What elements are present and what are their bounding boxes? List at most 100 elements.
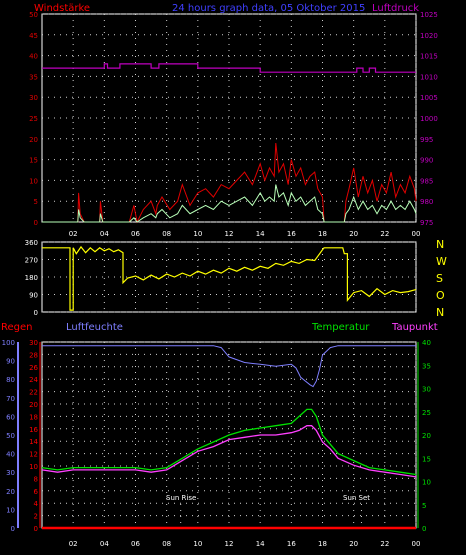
humidity-tick-label: 70 xyxy=(6,395,15,403)
wind-axis-title: Windstärke xyxy=(34,3,90,14)
compass-w: W xyxy=(436,255,447,268)
pressure-tick-label: 1020 xyxy=(420,32,438,40)
temperature-x-tick-label: 00 xyxy=(412,540,421,548)
humidity-tick-label: 10 xyxy=(6,506,15,514)
wind-tick-label: 35 xyxy=(29,73,38,81)
direction-tick-label: 270 xyxy=(25,257,38,265)
pressure-axis-title: Luftdruck xyxy=(372,3,419,14)
dewpoint-label: Taupunkt xyxy=(391,322,438,333)
rain-tick-label: 24 xyxy=(29,376,38,384)
temperature-tick-label: 5 xyxy=(422,502,426,510)
rain-label: Regen xyxy=(1,322,33,333)
wind-x-tick-label: 02 xyxy=(69,230,78,238)
series-Luftdruck xyxy=(42,63,416,73)
humidity-tick-label: 60 xyxy=(6,413,15,421)
series-Luftfeuchte xyxy=(42,345,416,388)
humidity-tick-label: 100 xyxy=(2,339,15,347)
rain-tick-label: 18 xyxy=(29,413,38,421)
temperature-x-tick-label: 14 xyxy=(256,540,265,548)
rain-tick-label: 0 xyxy=(34,525,38,533)
temperature-tick-label: 35 xyxy=(422,362,431,370)
compass-n-bottom: N xyxy=(436,306,444,319)
series-direction xyxy=(42,245,417,311)
temperature-x-tick-label: 12 xyxy=(225,540,234,548)
temperature-tick-label: 10 xyxy=(422,479,431,487)
wind-tick-label: 45 xyxy=(29,32,38,40)
rain-tick-label: 6 xyxy=(34,488,39,496)
direction-tick-label: 180 xyxy=(25,274,38,282)
rain-tick-label: 12 xyxy=(29,451,38,459)
wind-x-tick-label: 16 xyxy=(287,230,296,238)
series-wind_avg xyxy=(42,184,417,223)
compass-o: O xyxy=(436,289,445,302)
wind-x-tick-label: 06 xyxy=(131,230,140,238)
wind-x-tick-label: 12 xyxy=(225,230,234,238)
wind-tick-label: 15 xyxy=(29,157,38,165)
temperature-tick-label: 0 xyxy=(422,525,426,533)
temperature-tick-label: 40 xyxy=(422,339,431,347)
sun-rise-label: Sun Rise xyxy=(166,494,196,502)
rain-tick-label: 30 xyxy=(29,339,38,347)
wind-x-tick-label: 08 xyxy=(162,230,171,238)
pressure-tick-label: 1010 xyxy=(420,73,438,81)
rain-tick-label: 22 xyxy=(29,389,38,397)
rain-tick-label: 28 xyxy=(29,351,38,359)
wind-x-tick-label: 14 xyxy=(256,230,265,238)
wind-tick-label: 20 xyxy=(29,136,38,144)
pressure-tick-label: 980 xyxy=(420,198,433,206)
rain-tick-label: 26 xyxy=(29,364,38,372)
humidity-tick-label: 0 xyxy=(11,525,15,533)
series-layer xyxy=(41,63,417,530)
sun-set-label: Sun Set xyxy=(343,494,370,502)
wind-tick-label: 0 xyxy=(34,219,38,227)
humidity-tick-label: 90 xyxy=(6,358,15,366)
wind-x-tick-label: 04 xyxy=(100,230,109,238)
humidity-tick-label: 80 xyxy=(6,376,15,384)
compass-n-top: N xyxy=(436,238,444,251)
temperature-x-tick-label: 20 xyxy=(349,540,358,548)
direction-tick-label: 90 xyxy=(29,292,38,300)
wind-x-tick-label: 10 xyxy=(193,230,202,238)
wind-tick-label: 5 xyxy=(34,198,38,206)
wind-tick-label: 50 xyxy=(29,11,38,19)
pressure-tick-label: 975 xyxy=(420,219,433,227)
series-Temperatur xyxy=(41,408,417,476)
wind-x-tick-label: 20 xyxy=(349,230,358,238)
wind-tick-label: 30 xyxy=(29,94,38,102)
pressure-tick-label: 985 xyxy=(420,177,433,185)
wind-x-tick-label: 22 xyxy=(380,230,389,238)
temperature-x-tick-label: 02 xyxy=(69,540,78,548)
rain-tick-label: 14 xyxy=(29,438,38,446)
rain-tick-label: 10 xyxy=(29,463,38,471)
compass-s: S xyxy=(436,272,443,285)
rain-tick-label: 2 xyxy=(34,513,38,521)
direction-tick-label: 0 xyxy=(34,309,38,317)
pressure-tick-label: 990 xyxy=(420,157,433,165)
pressure-tick-label: 1025 xyxy=(420,11,438,19)
wind-tick-label: 10 xyxy=(29,177,38,185)
series-wind_max xyxy=(42,142,417,224)
temperature-x-tick-label: 22 xyxy=(380,540,389,548)
axis-layer: 0510152025303540455097598098599099510001… xyxy=(2,11,438,548)
rain-tick-label: 8 xyxy=(34,475,38,483)
direction-tick-label: 360 xyxy=(25,239,38,247)
rain-tick-label: 20 xyxy=(29,401,38,409)
chart-title: 24 hours graph data, 05 Oktober 2015 xyxy=(172,3,365,14)
wind-x-tick-label: 00 xyxy=(412,230,421,238)
humidity-tick-label: 50 xyxy=(6,432,15,440)
series-Taupunkt xyxy=(41,425,417,478)
wind-x-tick-label: 18 xyxy=(318,230,327,238)
temperature-x-tick-label: 04 xyxy=(100,540,109,548)
pressure-tick-label: 1005 xyxy=(420,94,438,102)
humidity-tick-label: 30 xyxy=(6,469,15,477)
humidity-tick-label: 20 xyxy=(6,488,15,496)
temperature-tick-label: 30 xyxy=(422,386,431,394)
rain-tick-label: 16 xyxy=(29,426,38,434)
wind-tick-label: 40 xyxy=(29,53,38,61)
temperature-x-tick-label: 18 xyxy=(318,540,327,548)
humidity-tick-label: 40 xyxy=(6,451,15,459)
pressure-tick-label: 1000 xyxy=(420,115,438,123)
pressure-tick-label: 995 xyxy=(420,136,433,144)
